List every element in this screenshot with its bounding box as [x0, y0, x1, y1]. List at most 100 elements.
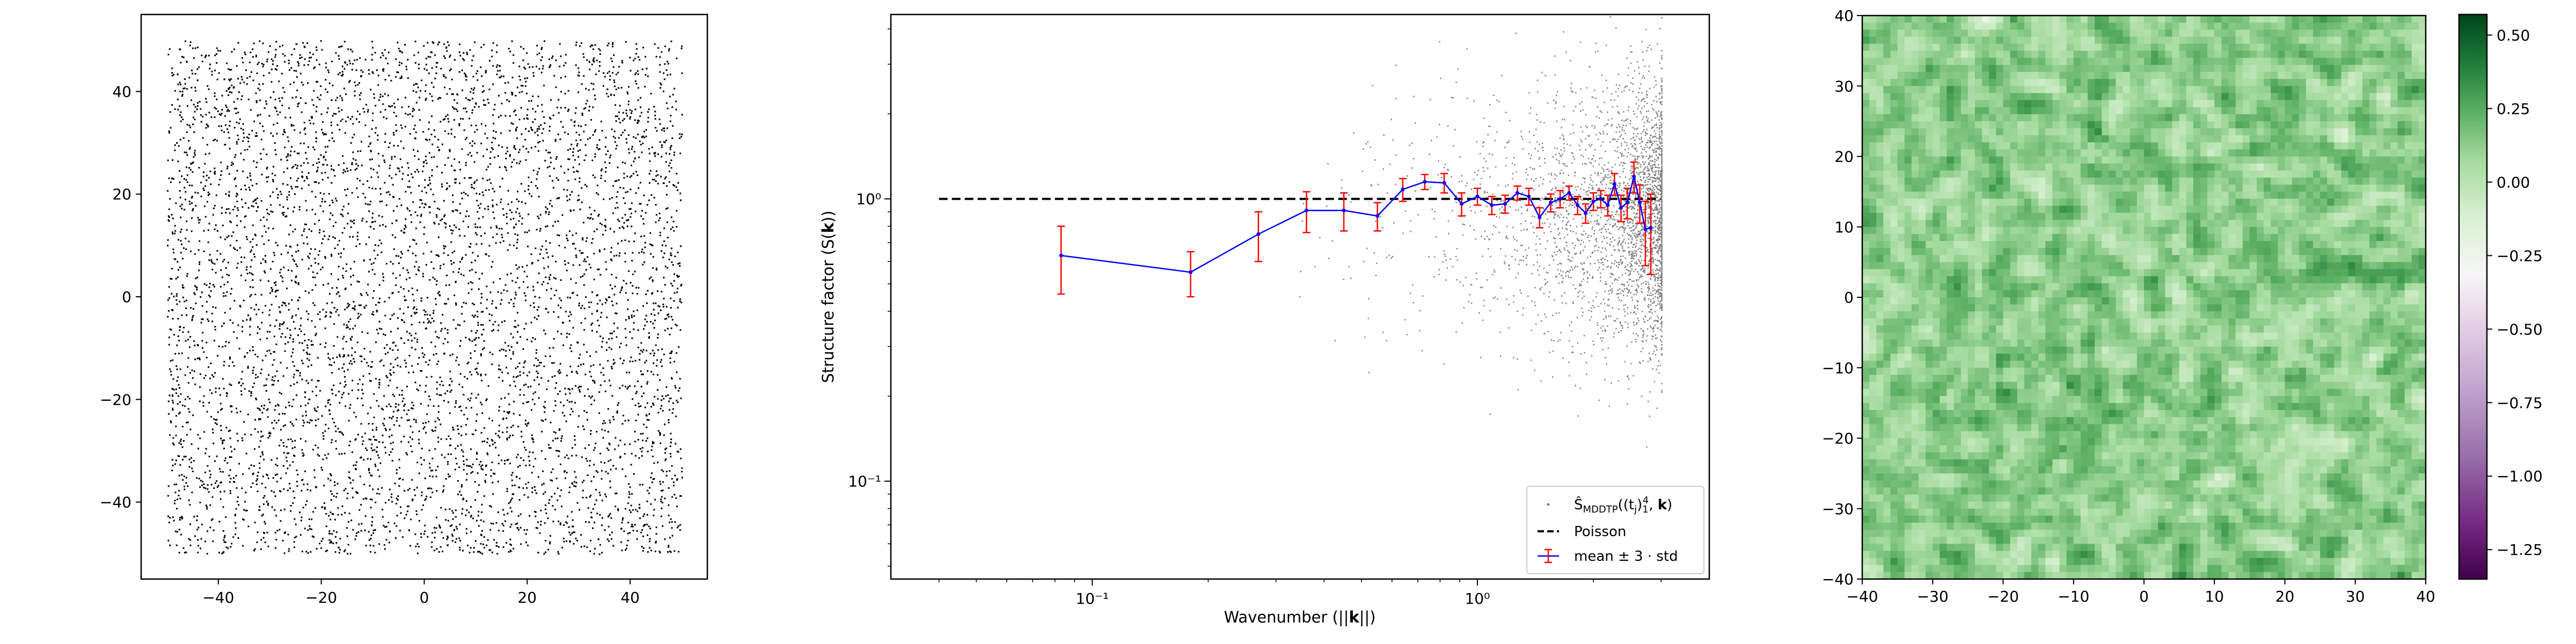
heatmap-cell — [1946, 269, 1955, 277]
heatmap-cell — [2136, 424, 2145, 431]
heatmap-cell — [2193, 163, 2201, 171]
heatmap-cell — [2299, 142, 2307, 150]
heatmap-cell — [2313, 389, 2321, 397]
heatmap-cell — [1890, 410, 1898, 418]
heatmap-cell — [1960, 86, 1968, 93]
heatmap-cell — [2158, 290, 2165, 298]
heatmap-cell — [2228, 121, 2236, 129]
heatmap-cell — [2136, 93, 2145, 101]
heatmap-cell — [1897, 283, 1905, 291]
heatmap-cell — [1982, 219, 1989, 228]
heatmap-cell — [1862, 354, 1870, 361]
heatmap-cell — [2045, 114, 2053, 122]
heatmap-cell — [2193, 149, 2201, 157]
heatmap-cell — [2031, 262, 2039, 270]
heatmap-cell — [2200, 382, 2208, 390]
heatmap-cell — [2320, 241, 2328, 248]
heatmap-cell — [2292, 402, 2300, 411]
heatmap-cell — [1919, 50, 1926, 58]
heatmap-cell — [1897, 375, 1905, 383]
point-pattern-axes-frame — [140, 13, 708, 580]
heatmap-cell — [2383, 206, 2391, 214]
heatmap-cell — [2257, 79, 2264, 86]
heatmap-cell — [1919, 43, 1926, 52]
heatmap-cell — [2200, 86, 2208, 93]
heatmap-cell — [2031, 57, 2039, 65]
heatmap-cell — [2024, 255, 2032, 262]
heatmap-cell — [2313, 72, 2321, 79]
heatmap-cell — [2151, 114, 2158, 122]
heatmap-cell — [2158, 192, 2165, 199]
heatmap-cell — [2179, 276, 2187, 284]
heatmap-cell — [1919, 185, 1926, 192]
heatmap-cell — [2355, 213, 2363, 221]
heatmap-cell — [2017, 185, 2025, 192]
heatmap-cell — [2010, 79, 2018, 86]
heatmap-cell — [2088, 269, 2095, 277]
heatmap-cell — [2369, 16, 2377, 23]
heatmap-cell — [2278, 396, 2286, 404]
heatmap-cell — [2158, 23, 2165, 30]
heatmap-cell — [1953, 156, 1962, 164]
heatmap-cell — [1926, 318, 1933, 326]
heatmap-cell — [2158, 382, 2165, 390]
heatmap-cell — [1904, 219, 1912, 228]
heatmap-cell — [1904, 304, 1912, 312]
heatmap-cell — [2341, 206, 2349, 214]
heatmap-cell — [2214, 269, 2222, 277]
heatmap-cell — [1933, 262, 1940, 270]
heatmap-cell — [2088, 93, 2095, 101]
heatmap-cell — [2369, 262, 2377, 270]
heatmap-cell — [1953, 72, 1962, 79]
heatmap-cell — [1960, 93, 1968, 101]
heatmap-cell — [2129, 417, 2138, 425]
heatmap-cell — [2010, 318, 2018, 326]
heatmap-cell — [2299, 93, 2307, 101]
heatmap-cell — [2038, 233, 2046, 241]
heatmap-cell — [1904, 142, 1912, 150]
heatmap-cell — [2264, 23, 2271, 30]
heatmap-cell — [2411, 248, 2419, 255]
mean-point — [1549, 201, 1553, 205]
heatmap-cell — [2418, 185, 2426, 192]
heatmap-cell — [2355, 318, 2363, 326]
heatmap-cell — [1890, 114, 1898, 122]
heatmap-cell — [2024, 79, 2032, 86]
heatmap-cell — [2355, 199, 2363, 206]
heatmap-cell — [1975, 354, 1982, 361]
heatmap-cell — [2172, 219, 2180, 228]
heatmap-cell — [1975, 185, 1982, 192]
heatmap-cell — [1876, 368, 1884, 375]
heatmap-cell — [2299, 121, 2307, 129]
heatmap-cell — [2348, 354, 2356, 361]
heatmap-cell — [2271, 142, 2278, 150]
heatmap-cell — [1946, 149, 1955, 157]
heatmap-cell — [2038, 192, 2046, 199]
heatmap-cell — [2123, 64, 2131, 72]
heatmap-cell — [1897, 156, 1905, 164]
heatmap-cell — [2193, 262, 2201, 270]
heatmap-cell — [2158, 16, 2165, 23]
heatmap-cell — [2003, 79, 2011, 86]
heatmap-cell — [1967, 361, 1975, 368]
heatmap-cell — [2278, 206, 2286, 214]
heatmap-cell — [2278, 149, 2286, 157]
heatmap-cell — [2095, 64, 2102, 72]
heatmap-cell — [2292, 199, 2300, 206]
heatmap-cell — [2214, 276, 2222, 284]
heatmap-cell — [2271, 43, 2278, 52]
heatmap-cell — [2327, 50, 2334, 58]
heatmap-cell — [2010, 199, 2018, 206]
heatmap-cell — [1996, 170, 2004, 178]
heatmap-cell — [1989, 206, 1996, 214]
heatmap-cell — [2088, 354, 2095, 361]
heatmap-cell — [2158, 233, 2165, 241]
heatmap-cell — [2249, 30, 2257, 37]
heatmap-cell — [2144, 93, 2151, 101]
heatmap-cell — [2411, 269, 2419, 277]
heatmap-cell — [2186, 86, 2194, 93]
heatmap-cell — [2404, 163, 2412, 171]
heatmap-cell — [2024, 332, 2032, 340]
heatmap-cell — [2411, 100, 2419, 108]
heatmap-cell — [2200, 290, 2208, 298]
